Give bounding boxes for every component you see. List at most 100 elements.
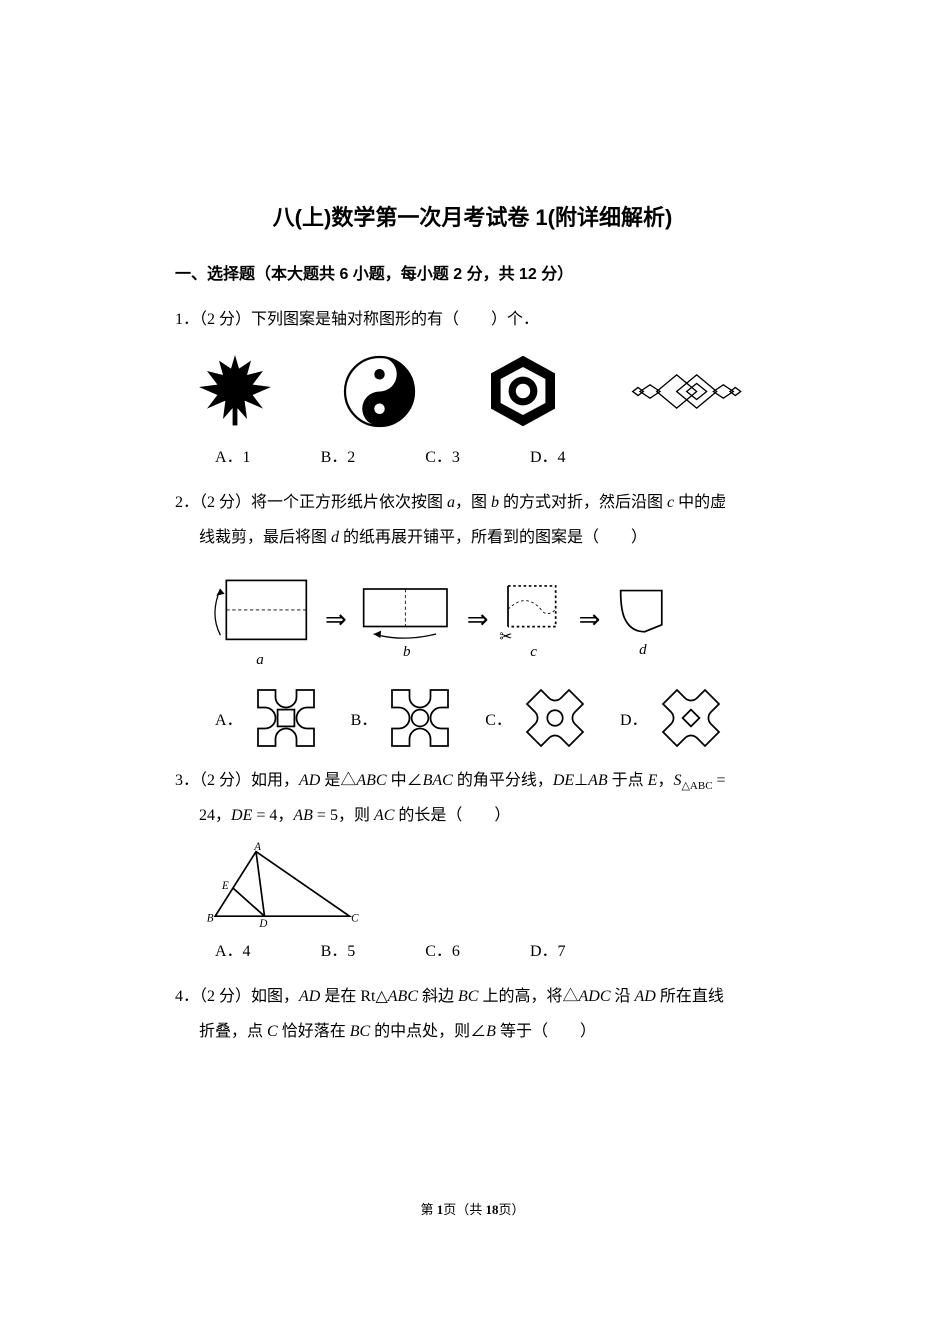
q4-line2: 折叠，点 C 恰好落在 BC 的中点处，则∠B 等于（ ）	[175, 1023, 596, 1040]
q2-b: b	[491, 494, 499, 511]
q3-t5: 于点	[608, 772, 648, 789]
q3-AD: AD	[299, 772, 320, 789]
q2-option-figures: A． B． C． D．	[175, 673, 770, 753]
q2-t4: 中的虚	[674, 494, 726, 511]
q4-t9: 的中点处，则∠	[370, 1023, 486, 1040]
q3-options: A．4 B．5 C．6 D．7	[175, 937, 770, 961]
q2-a: a	[447, 494, 455, 511]
q3-AC: AC	[374, 807, 394, 824]
q2-t6: 的纸再展开铺平，所看到的图案是（ ）	[339, 529, 647, 546]
arrow-icon: ⇒	[467, 605, 489, 635]
fold-d-label: d	[610, 642, 675, 659]
q3-eq5: = 5，则	[313, 807, 374, 824]
q4-t10: 等于（ ）	[496, 1023, 596, 1040]
yinyang-icon	[342, 354, 417, 429]
q3-sABC: △ABC	[681, 780, 712, 792]
svg-text:D: D	[258, 918, 267, 930]
svg-text:E: E	[221, 880, 229, 892]
page-title: 八(上)数学第一次月考试卷 1(附详细解析)	[175, 200, 770, 232]
fold-c-label: c	[499, 644, 569, 661]
q2-t3: 的方式对折，然后沿图	[499, 494, 667, 511]
fold-a-label: a	[205, 652, 315, 669]
q3-t2: 是	[320, 772, 340, 789]
fold-b: b	[357, 579, 457, 661]
q4-stem: 4．（2 分）如图，AD 是在 Rt△ABC 斜边 BC 上的高，将△ADC 沿…	[175, 979, 770, 1049]
q4-BC2: BC	[350, 1023, 370, 1040]
q3-AB: AB	[588, 772, 608, 789]
q1-figures	[175, 345, 770, 437]
exam-page: 八(上)数学第一次月考试卷 1(附详细解析) 一、选择题（本大题共 6 小题，每…	[0, 0, 945, 1338]
q4-t4: 上的高，将	[478, 988, 562, 1005]
arrow-icon: ⇒	[325, 605, 347, 635]
q3-line2: 24，DE = 4，AB = 5，则 AC 的长是（ ）	[175, 807, 510, 824]
q4-C: C	[267, 1023, 278, 1040]
q2-t1: 2．（2 分）将一个正方形纸片依次按图	[175, 494, 447, 511]
q3-opt-a: A．4	[215, 937, 251, 961]
q4-t7: 折叠，点	[199, 1023, 267, 1040]
q4-ADC: ADC	[579, 988, 611, 1005]
q3-perp: ⊥	[574, 772, 588, 789]
q3-t3: 中∠	[387, 772, 423, 789]
fold-d: d	[610, 582, 675, 659]
footer-total: 18	[486, 1202, 499, 1217]
section-heading: 一、选择题（本大题共 6 小题，每小题 2 分，共 12 分）	[175, 260, 770, 284]
q3-stem: 3．（2 分）如用，AD 是△ABC 中∠BAC 的角平分线，DE⊥AB 于点 …	[175, 763, 770, 834]
q3-BAC: BAC	[423, 772, 453, 789]
q2-opt-b: B．	[351, 683, 456, 753]
q3-eq4: = 4，	[252, 807, 293, 824]
q4-AD: AD	[299, 988, 320, 1005]
q2-opt-b-label: B．	[351, 706, 378, 730]
page-footer: 第 1页（共 18页）	[0, 1199, 945, 1218]
q4-ABC: ABC	[388, 988, 418, 1005]
fold-a: a	[205, 572, 315, 669]
diamonds-icon	[630, 364, 750, 419]
q1-options: A．1 B．2 C．3 D．4	[175, 443, 770, 467]
hexagon-icon	[483, 351, 563, 431]
q4-BC: BC	[458, 988, 478, 1005]
q4-tri2: △	[562, 988, 578, 1005]
svg-text:B: B	[207, 912, 214, 924]
q3-opt-b: B．5	[321, 937, 356, 961]
q1-opt-a: A．1	[215, 443, 251, 467]
q3-figure: A B C D E	[175, 841, 770, 931]
q2-t5: 线裁剪，最后将图	[199, 529, 331, 546]
q3-comma: ，	[657, 772, 673, 789]
q3-opt-d: D．7	[530, 937, 566, 961]
q4-AD2: AD	[635, 988, 656, 1005]
q2-opt-a-label: A．	[215, 706, 243, 730]
q1-opt-c: C．3	[425, 443, 460, 467]
q2-opt-c: C．	[485, 683, 590, 753]
q2-opt-d-label: D．	[620, 706, 648, 730]
q2-opt-d: D．	[620, 683, 726, 753]
q2-d: d	[331, 529, 339, 546]
q4-t5: 沿	[611, 988, 635, 1005]
q2-stem: 2．（2 分）将一个正方形纸片依次按图 a，图 b 的方式对折，然后沿图 c 中…	[175, 485, 770, 555]
maple-leaf-icon	[195, 351, 275, 431]
svg-text:C: C	[351, 912, 359, 924]
q4-t6: 所在直线	[656, 988, 724, 1005]
q2-line2: 线裁剪，最后将图 d 的纸再展开铺平，所看到的图案是（ ）	[175, 529, 647, 546]
q3-DE: DE	[553, 772, 574, 789]
q3-opt-c: C．6	[425, 937, 460, 961]
arrow-icon: ⇒	[579, 605, 601, 635]
q4-t8: 恰好落在	[278, 1023, 350, 1040]
q2-t2: ，图	[455, 494, 491, 511]
q4-tri: △	[375, 988, 387, 1005]
q3-eq: =	[713, 772, 726, 789]
svg-text:✂: ✂	[499, 628, 512, 644]
q3-ABv: AB	[293, 807, 313, 824]
q2-opt-c-label: C．	[485, 706, 512, 730]
q4-t2: 是在 Rt	[320, 988, 375, 1005]
q4-t1: 4．（2 分）如图，	[175, 988, 299, 1005]
q2-opt-a: A．	[215, 683, 321, 753]
q4-t3: 斜边	[418, 988, 458, 1005]
q3-t6: 24，	[199, 807, 231, 824]
q3-ABC: ABC	[356, 772, 386, 789]
footer-suf: 页）	[499, 1202, 525, 1217]
fold-b-label: b	[357, 644, 457, 661]
svg-text:A: A	[253, 841, 261, 853]
q3-E: E	[648, 772, 658, 789]
q3-t7: 的长是（ ）	[394, 807, 510, 824]
q2-fold-figures: a ⇒ b ⇒ ✂ c ⇒ d	[175, 564, 770, 669]
q1-opt-d: D．4	[530, 443, 566, 467]
